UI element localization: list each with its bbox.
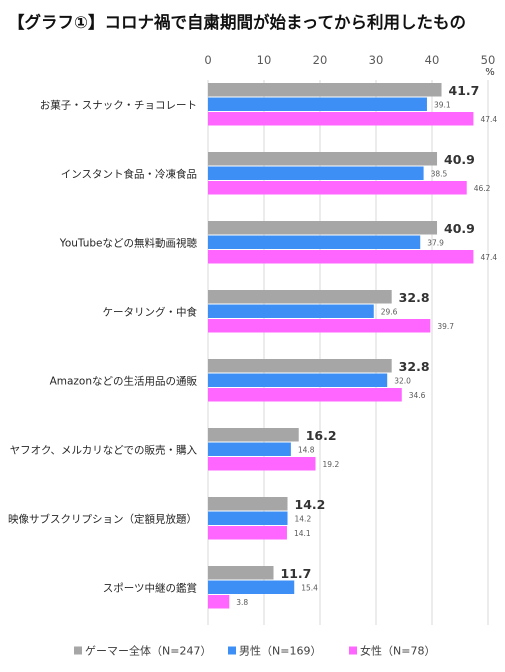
bar: [208, 442, 291, 456]
bar: [208, 359, 392, 373]
unit-label: %: [485, 67, 495, 78]
bar: [208, 526, 287, 540]
data-label: 41.7: [449, 83, 480, 98]
category-label: インスタント食品・冷凍食品: [61, 167, 197, 180]
bar: [208, 166, 424, 180]
category-label: お菓子・スナック・チョコレート: [40, 99, 197, 111]
data-label: 11.7: [281, 566, 312, 581]
x-tick-label: 20: [313, 53, 328, 67]
chart-title: 【グラフ①】コロナ禍で自粛期間が始まってから利用したもの: [8, 13, 466, 32]
x-tick-label: 30: [369, 53, 384, 67]
data-label: 32.8: [399, 359, 430, 374]
bar: [208, 235, 421, 249]
legend-label: 女性（N=78）: [360, 644, 435, 658]
data-label: 14.2: [295, 514, 312, 523]
data-label: 14.8: [298, 445, 315, 454]
bar: [208, 511, 288, 525]
legend-label: ゲーマー全体（N=247）: [85, 644, 211, 658]
category-label: スポーツ中継の鑑賞: [103, 581, 197, 594]
data-label: 40.9: [444, 221, 475, 236]
bar: [208, 319, 431, 333]
data-label: 40.9: [444, 152, 475, 167]
bar: [208, 221, 438, 235]
data-label: 19.2: [323, 460, 340, 469]
x-tick-label: 50: [481, 53, 496, 67]
bar: [208, 181, 467, 195]
data-label: 39.7: [437, 322, 454, 331]
bar: [208, 97, 427, 111]
data-label: 32.8: [399, 290, 430, 305]
bar: [208, 83, 442, 97]
legend-label: 男性（N=169）: [239, 644, 321, 658]
x-tick-label: 10: [257, 53, 272, 67]
x-tick-label: 40: [425, 53, 440, 67]
data-label: 16.2: [306, 428, 337, 443]
category-label: Amazonなどの生活用品の通販: [50, 374, 198, 387]
data-label: 34.6: [409, 391, 426, 400]
data-label: 46.2: [474, 184, 491, 193]
category-label: 映像サブスクリプション（定額見放題）: [8, 512, 197, 525]
bar: [208, 373, 388, 387]
legend-swatch: [228, 646, 236, 655]
category-label: ケータリング・中食: [103, 305, 198, 318]
bar: [208, 566, 274, 580]
bar: [208, 304, 374, 318]
bar: [208, 497, 288, 511]
legend-swatch: [74, 646, 82, 655]
data-label: 47.4: [480, 253, 497, 262]
data-label: 14.1: [294, 529, 311, 538]
data-label: 47.4: [480, 115, 497, 124]
legend-swatch: [349, 646, 357, 655]
data-label: 29.6: [381, 307, 398, 316]
x-tick-label: 0: [204, 53, 211, 67]
category-label: YouTubeなどの無料動画視聴: [59, 236, 198, 249]
bar: [208, 428, 299, 442]
bar: [208, 580, 295, 594]
category-label: ヤフオク、メルカリなどでの販売・購入: [10, 443, 198, 456]
bar: [208, 250, 474, 264]
data-label: 39.1: [434, 100, 451, 109]
bar: [208, 290, 392, 304]
data-label: 32.0: [394, 376, 411, 385]
data-label: 3.8: [236, 598, 248, 607]
data-label: 37.9: [427, 238, 444, 247]
bar: [208, 595, 230, 609]
bar: [208, 388, 402, 402]
bar: [208, 457, 316, 471]
bar: [208, 112, 474, 126]
data-label: 38.5: [431, 169, 448, 178]
data-label: 14.2: [295, 497, 326, 512]
bar: [208, 152, 438, 166]
data-label: 15.4: [301, 583, 318, 592]
